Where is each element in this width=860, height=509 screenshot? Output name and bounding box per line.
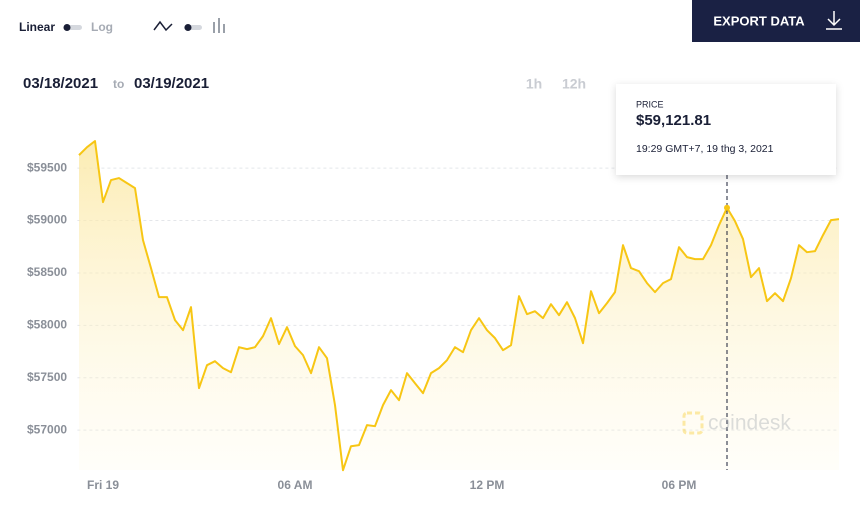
price-line [78,140,840,472]
scale-linear[interactable]: Linear [19,20,55,34]
download-icon [826,11,842,30]
y-tick-label: $59000 [27,213,67,227]
date-sep: to [113,77,124,91]
range-button[interactable]: 12h [562,76,586,92]
tooltip: PRICE $59,121.81 19:29 GMT+7, 19 thg 3, … [616,84,836,175]
line-icon[interactable] [153,20,173,32]
tooltip-box [616,84,836,175]
scale-log[interactable]: Log [91,20,113,34]
scale-toggle[interactable] [63,24,83,31]
y-tick-label: $57000 [27,422,67,436]
export-button[interactable] [692,0,860,42]
y-tick-label: $58500 [27,265,67,279]
x-tick-label: 06 AM [278,478,313,492]
hover-point [724,204,730,211]
watermark-text: coindesk [708,412,791,435]
y-tick-label: $58000 [27,318,67,332]
date-to[interactable]: 03/19/2021 [134,75,209,92]
tooltip-time: 19:29 GMT+7, 19 thg 3, 2021 [636,143,774,155]
y-tick-label: $59500 [27,160,67,174]
tooltip-label: PRICE [636,99,664,109]
plot: $57000 $57500 $58000 $58500 $59000 $59500 Fri … [27,140,840,492]
tooltip-value: $59,121.81 [636,112,711,129]
bar-icon[interactable] [213,18,225,33]
x-tick-label: 12 PM [470,478,505,492]
range-button[interactable]: 1h [526,76,542,92]
date-from[interactable]: 03/18/2021 [23,75,98,92]
x-tick-label: 06 PM [662,478,697,492]
y-tick-label: $57500 [27,370,67,384]
price-area [79,141,839,471]
watermark: coindesk [682,411,791,435]
type-toggle[interactable] [184,24,202,31]
export-label[interactable]: EXPORT DATA [713,13,805,28]
x-tick-label: Fri 19 [87,478,119,492]
